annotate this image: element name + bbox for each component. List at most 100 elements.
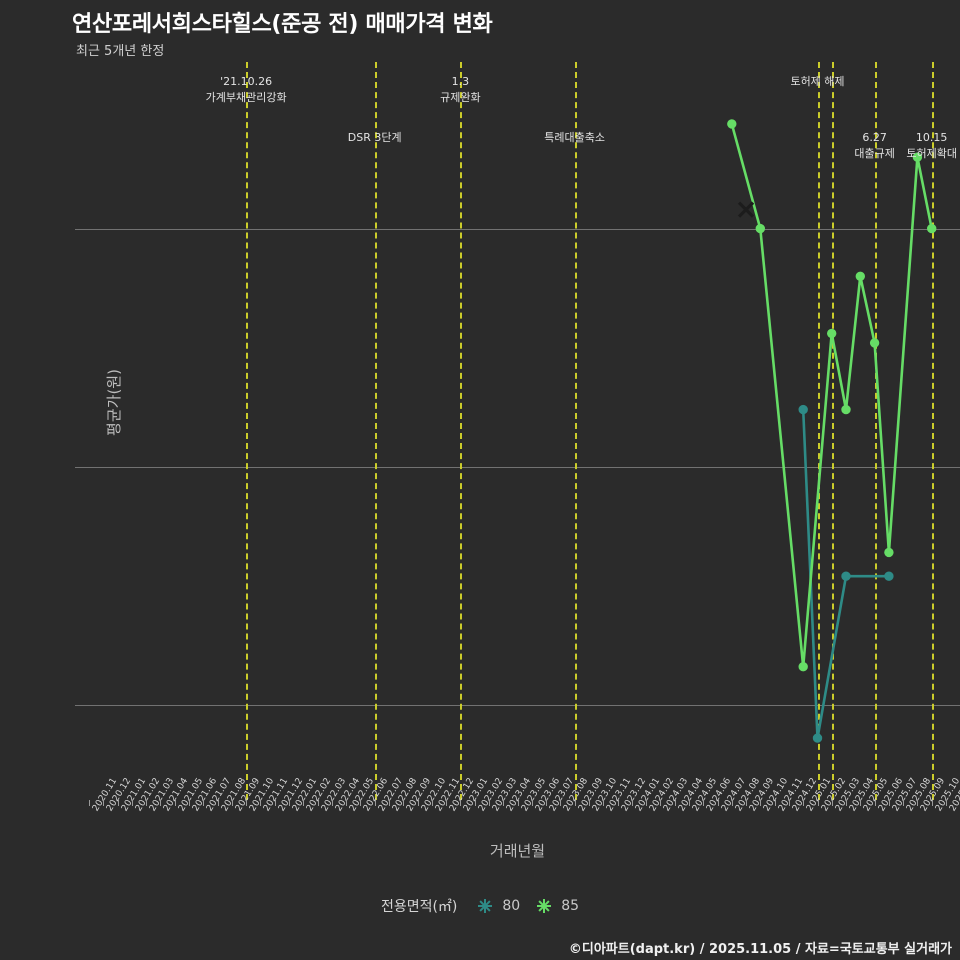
x-axis-tick [503,800,505,806]
x-axis-tick [431,800,433,806]
x-axis-tick [631,800,633,806]
x-axis-tick [346,800,348,806]
data-point-85[interactable] [827,328,837,339]
x-axis-tick [874,800,876,806]
data-point-80[interactable] [884,571,894,581]
x-axis-tick [574,800,576,806]
x-axis-tick [260,800,262,806]
x-axis-tick [760,800,762,806]
x-axis-tick [274,800,276,806]
x-axis-tick [388,800,390,806]
data-point-85[interactable] [912,152,923,162]
data-point-80[interactable] [841,571,851,581]
x-axis-tick [703,800,705,806]
star-icon [537,899,552,913]
gridline [75,466,960,468]
x-axis-tick [303,800,305,806]
data-point-80[interactable] [798,404,808,415]
annotation-label: 1.3 규제완화 [440,74,480,106]
x-axis-tick [360,800,362,806]
annotation-text: 대출규제 [854,146,895,160]
x-axis-tick [488,800,490,806]
x-axis-tick [246,800,248,806]
annotation-label: '21.10.26 가계부채관리강화 [206,74,287,106]
series-plot [727,119,937,743]
x-axis-tick [674,800,676,806]
x-axis-tick [603,800,605,806]
annotation-vline [874,62,877,800]
x-axis-tick [117,800,119,806]
x-axis-tick [289,800,290,806]
data-point-85[interactable] [927,223,937,234]
x-axis-tick [746,800,747,806]
x-axis-tick [560,800,562,806]
legend: 전용면적(㎡) 80 85 [0,896,960,916]
y-axis-label-wrap: 평균가(원) [13,369,213,436]
x-axis-tick [217,800,219,806]
annotation-date: 6.27 [862,131,887,144]
annotation-text: 토허제확대 [906,146,957,160]
data-point-80[interactable] [812,733,823,743]
data-point-85[interactable] [755,223,765,234]
x-axis-tick [131,800,133,806]
x-axis-tick [417,800,419,806]
annotation-text: 가계부채관리강화 [205,90,287,104]
data-point-85[interactable] [884,547,894,558]
x-axis-tick [860,800,862,806]
star-icon [538,900,550,912]
x-axis-tick [588,800,590,806]
x-axis-tick [817,800,819,806]
annotation-vline [831,62,834,800]
x-axis-label: 거래년월 [489,842,546,860]
annotation-vline [931,62,934,800]
footer-credit: ©디아파트(dapt.kr) / 2025.11.05 / 자료=국토교통부 실… [568,942,952,957]
legend-item-label-80[interactable]: 80 [502,898,521,914]
x-axis-tick [688,800,690,806]
data-point-85[interactable] [855,271,865,282]
annotation-text: DSR 3단계 [347,131,402,144]
x-axis-tick [103,800,105,806]
x-axis-tick [803,800,805,806]
annotation-text: 토허제 해제 [790,75,845,88]
x-axis-tick [460,800,462,806]
annotation-vline [374,62,377,800]
x-axis-tick [617,800,619,806]
plot-area: 2020.11 2020.12 2021.01 2021.02 2021.03 2021.… [75,62,960,860]
x-axis-tick [160,800,162,806]
data-point-85[interactable] [727,119,737,129]
x-axis-tick [546,800,548,806]
x-axis-tick [903,800,905,806]
annotation-date: 1.3 [451,75,470,88]
gridline [75,228,960,230]
x-axis-tick [403,800,405,806]
x-axis-tick [846,800,847,806]
x-axis-tick [446,800,448,806]
cancelled-marker-x-cross-icon [737,201,755,218]
data-point-85[interactable] [869,338,880,348]
x-axis-tick [231,800,233,806]
x-axis-tick [774,800,776,806]
legend-item-label-85[interactable]: 85 [561,898,580,914]
series-line-85 [730,122,934,669]
x-axis-tick [946,800,947,806]
annotation-date: '21.10.26 [220,75,273,88]
annotation-label: 특례대출축소 [544,130,605,146]
annotation-label: 10.15 토허제확대 [906,130,957,162]
page-subtitle: 최근 5개년 한정 [76,44,165,59]
x-cross-icon [737,201,755,218]
x-axis-tick [89,800,90,806]
x-axis-tick [331,800,333,806]
x-axis-tick [917,800,919,806]
x-axis-tick [474,800,476,806]
star-icon [479,900,491,912]
annotation-vline [574,62,577,800]
data-point-85[interactable] [841,404,851,415]
data-point-85[interactable] [798,662,808,672]
annotation-text: 특례대출축소 [544,131,605,144]
x-axis-tick [660,800,662,806]
x-axis-tick [317,800,319,806]
gridline [75,704,960,706]
y-axis-label: 평균가(원) [104,369,123,436]
x-axis-tick [517,800,519,806]
